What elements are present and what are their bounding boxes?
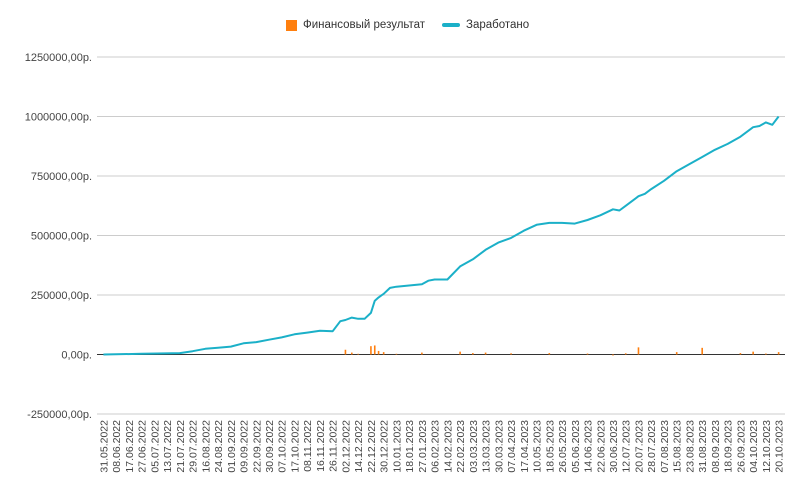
x-tick-label-42: 20.07.2023: [633, 420, 645, 473]
x-tick-label-37: 05.06.2023: [570, 420, 582, 473]
bar-financial-result-2: [357, 353, 359, 355]
bar-financial-result-9: [459, 351, 461, 355]
legend-label-earned: Заработано: [466, 19, 530, 31]
bar-financial-result-16: [624, 353, 627, 355]
x-tick-label-7: 29.07.2022: [188, 420, 200, 473]
x-tick-label-53: 20.10.2023: [774, 420, 786, 473]
x-tick-label-50: 26.09.2023: [735, 420, 747, 473]
x-tick-label-27: 14.02.2023: [442, 420, 454, 473]
bar-financial-result-18: [675, 352, 678, 355]
y-tick-label-6: -250000,00р.: [27, 409, 92, 421]
x-tick-label-2: 17.06.2022: [124, 420, 136, 473]
bar-financial-result-14: [586, 353, 589, 355]
bar-financial-result-11: [484, 352, 487, 355]
bar-financial-result-6: [382, 352, 385, 355]
x-tick-label-49: 18.09.2023: [723, 420, 735, 473]
bar-financial-result-10: [472, 353, 474, 355]
legend-item-earned[interactable]: Заработано: [442, 19, 529, 31]
x-tick-label-3: 27.06.2022: [137, 420, 149, 473]
x-tick-label-23: 10.01.2023: [391, 420, 403, 473]
bar-financial-result-20: [739, 353, 742, 355]
x-tick-label-44: 07.08.2023: [659, 420, 671, 473]
x-tick-label-48: 08.09.2023: [710, 420, 722, 473]
legend-swatch-earned: [442, 23, 460, 27]
x-tick-label-36: 26.05.2023: [557, 420, 569, 473]
x-tick-label-38: 14.06.2023: [583, 420, 595, 473]
bar-financial-result-5: [377, 350, 380, 355]
x-tick-label-10: 01.09.2022: [226, 420, 238, 473]
legend-label-financial-result: Финансовый результат: [303, 19, 426, 31]
x-tick-label-34: 10.05.2023: [532, 420, 544, 473]
x-tick-label-39: 22.06.2023: [595, 420, 607, 473]
bar-financial-result-4: [373, 345, 376, 355]
x-tick-label-25: 27.01.2023: [417, 420, 429, 473]
x-tick-label-40: 30.06.2023: [608, 420, 620, 473]
x-tick-label-19: 02.12.2022: [340, 420, 352, 473]
x-tick-label-0: 31.05.2022: [98, 420, 110, 473]
x-tick-label-22: 30.12.2022: [379, 420, 391, 473]
y-tick-label-4: 250000,00р.: [31, 290, 92, 302]
x-tick-label-26: 06.02.2023: [430, 420, 442, 473]
legend-item-financial-result[interactable]: Финансовый результат: [286, 19, 425, 31]
x-tick-label-15: 17.10.2022: [289, 420, 301, 473]
x-tick-label-14: 07.10.2022: [277, 420, 289, 473]
x-tick-label-46: 23.08.2023: [684, 420, 696, 473]
bar-financial-result-0: [344, 349, 347, 355]
x-tick-label-13: 30.09.2022: [264, 420, 276, 473]
x-tick-label-28: 22.02.2023: [455, 420, 467, 473]
x-tick-label-17: 16.11.2022: [315, 420, 327, 472]
bar-financial-result-22: [765, 353, 767, 355]
line-earned: [103, 115, 780, 356]
bar-financial-result-13: [548, 353, 551, 355]
bar-financial-result-1: [351, 352, 353, 355]
x-tick-label-52: 12.10.2023: [761, 420, 773, 473]
x-tick-label-9: 24.08.2022: [213, 420, 225, 473]
x-tick-label-31: 30.03.2023: [493, 420, 505, 473]
x-tick-label-20: 14.12.2022: [353, 420, 365, 473]
x-tick-label-32: 07.04.2023: [506, 420, 518, 473]
bar-financial-result-8: [421, 352, 423, 355]
x-tick-label-33: 17.04.2023: [519, 420, 531, 473]
x-tick-label-8: 16.08.2022: [200, 420, 212, 473]
x-tick-label-43: 28.07.2023: [646, 420, 658, 473]
x-tick-label-18: 26.11.2022: [328, 420, 340, 472]
x-tick-label-47: 31.08.2023: [697, 420, 709, 473]
x-tick-label-45: 15.08.2023: [672, 420, 684, 473]
legend: Финансовый результат Заработано: [0, 19, 800, 37]
x-tick-label-24: 18.01.2023: [404, 420, 416, 473]
x-tick-label-21: 22.12.2022: [366, 420, 378, 473]
x-tick-label-4: 05.07.2022: [149, 420, 161, 473]
x-tick-label-35: 18.05.2023: [544, 420, 556, 473]
x-tick-label-51: 04.10.2023: [748, 420, 760, 473]
x-tick-label-5: 13.07.2022: [162, 420, 174, 473]
x-tick-label-12: 22.09.2022: [251, 420, 263, 473]
x-tick-label-11: 09.09.2022: [239, 420, 251, 473]
bar-financial-result-23: [777, 352, 780, 355]
x-tick-label-1: 08.06.2022: [111, 420, 123, 473]
bar-financial-result-17: [637, 347, 640, 355]
bar-financial-result-7: [395, 353, 398, 355]
bar-financial-result-12: [510, 353, 512, 355]
bar-financial-result-15: [612, 354, 614, 356]
bar-financial-result-21: [752, 351, 754, 355]
legend-swatch-financial-result: [286, 19, 297, 31]
y-tick-label-2: 750000,00р.: [31, 171, 92, 183]
x-tick-label-30: 13.03.2023: [481, 420, 493, 473]
y-tick-label-1: 1000000,00р.: [25, 112, 92, 124]
y-tick-label-3: 500000,00р.: [31, 231, 92, 243]
y-tick-label-0: 1250000,00р.: [25, 52, 92, 64]
x-tick-label-6: 21.07.2022: [175, 420, 187, 473]
x-tick-label-29: 03.03.2023: [468, 420, 480, 473]
bar-financial-result-19: [701, 347, 703, 355]
bar-financial-result-3: [370, 346, 372, 355]
x-tick-label-41: 12.07.2023: [621, 420, 633, 473]
x-tick-label-16: 08.11.2022: [302, 420, 314, 472]
y-tick-label-5: 0,00р.: [61, 350, 92, 362]
